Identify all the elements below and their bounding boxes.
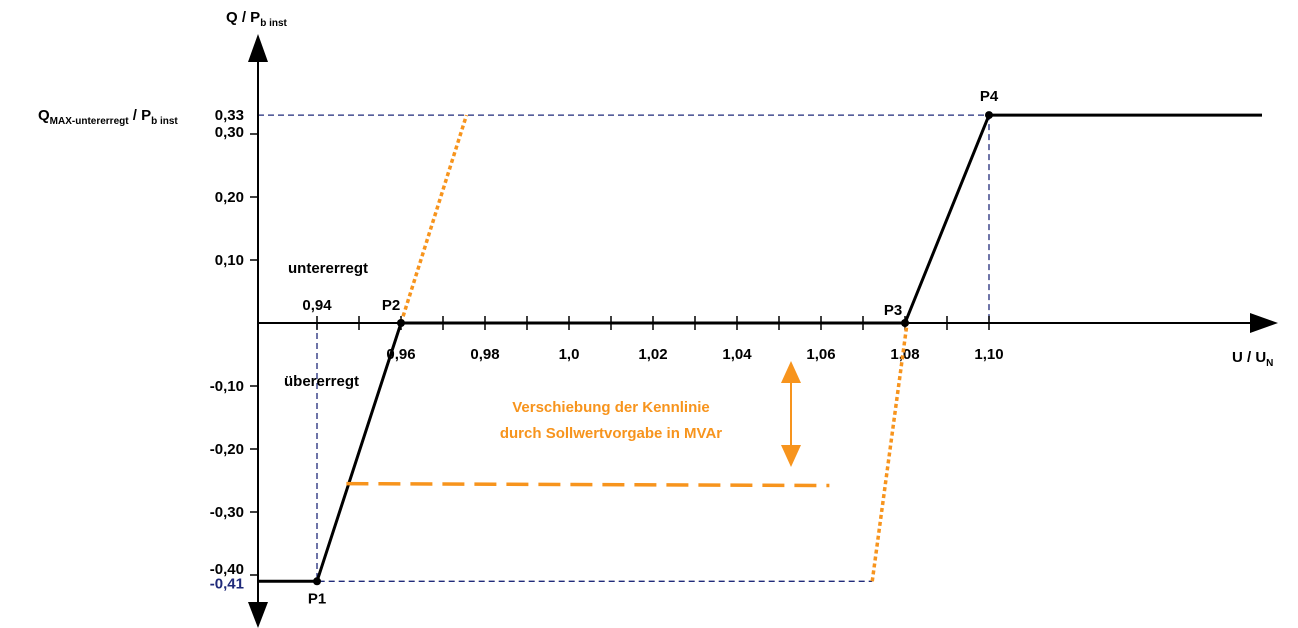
y-tick-label: -0,40 xyxy=(210,561,244,578)
x-tick-label: 1,0 xyxy=(559,346,580,363)
y-tick-label: 0,20 xyxy=(215,189,244,206)
x-tick-label: 1,04 xyxy=(722,346,752,363)
y-tick-label: 0,10 xyxy=(215,252,244,269)
shift-annotation-line2: durch Sollwertvorgabe in MVAr xyxy=(500,425,722,442)
region-label-untererregt: untererregt xyxy=(288,260,368,277)
shifted-characteristic-line xyxy=(346,481,830,488)
point-marker-p3 xyxy=(901,319,909,327)
point-marker-p2 xyxy=(397,319,405,327)
y-tick-label: 0,33 xyxy=(215,107,244,124)
characteristic-line xyxy=(258,113,1262,583)
y-tick-label: 0,30 xyxy=(215,124,244,141)
x-tick-label: 1,02 xyxy=(638,346,667,363)
x-tick-label: 0,98 xyxy=(470,346,499,363)
point-label-p3: P3 xyxy=(884,302,902,319)
x-tick-label: 0,94 xyxy=(302,297,332,314)
x-tick-label: 1,08 xyxy=(890,346,919,363)
axis-ticks: 0,940,96 0,98 1,0 1,02 1,04 1,06 1,08 1,100,330… xyxy=(210,107,1004,592)
y-axis-title: Q / Pb inst xyxy=(226,9,288,29)
shifted-slope-line-2 xyxy=(870,322,909,582)
guide-line-1 xyxy=(258,114,990,323)
x-tick-label: 1,06 xyxy=(806,346,835,363)
point-marker-p1 xyxy=(313,577,321,586)
x-tick-label: 1,10 xyxy=(974,346,1003,363)
shift-double-arrow-icon xyxy=(781,361,801,467)
characteristic-points: P1 P2 P3 P4 xyxy=(308,88,999,607)
shifted-slope-line-1 xyxy=(399,114,469,324)
y-tick-label: -0,30 xyxy=(210,504,244,521)
point-marker-p4 xyxy=(985,111,993,120)
region-label-uebererregt: übererregt xyxy=(284,373,359,390)
y-axis-arrow-down-icon xyxy=(248,602,268,628)
series-lines xyxy=(258,113,1262,583)
point-label-p2: P2 xyxy=(382,297,400,314)
y-axis-arrow-up-icon xyxy=(248,34,268,62)
qmax-label: QMAX-untererregt / Pb inst xyxy=(38,107,178,127)
y-tick-label: -0,41 xyxy=(210,575,244,592)
point-label-p1: P1 xyxy=(308,590,326,607)
guide-lines xyxy=(258,114,990,582)
y-tick-label: -0,20 xyxy=(210,441,244,458)
x-axis-title: U / UN xyxy=(1232,349,1273,369)
shift-annotation-line1: Verschiebung der Kennlinie xyxy=(512,399,710,416)
point-label-p4: P4 xyxy=(980,88,999,105)
y-tick-label: -0,10 xyxy=(210,378,244,395)
axes xyxy=(248,34,1278,628)
x-axis-arrow-icon xyxy=(1250,313,1278,333)
